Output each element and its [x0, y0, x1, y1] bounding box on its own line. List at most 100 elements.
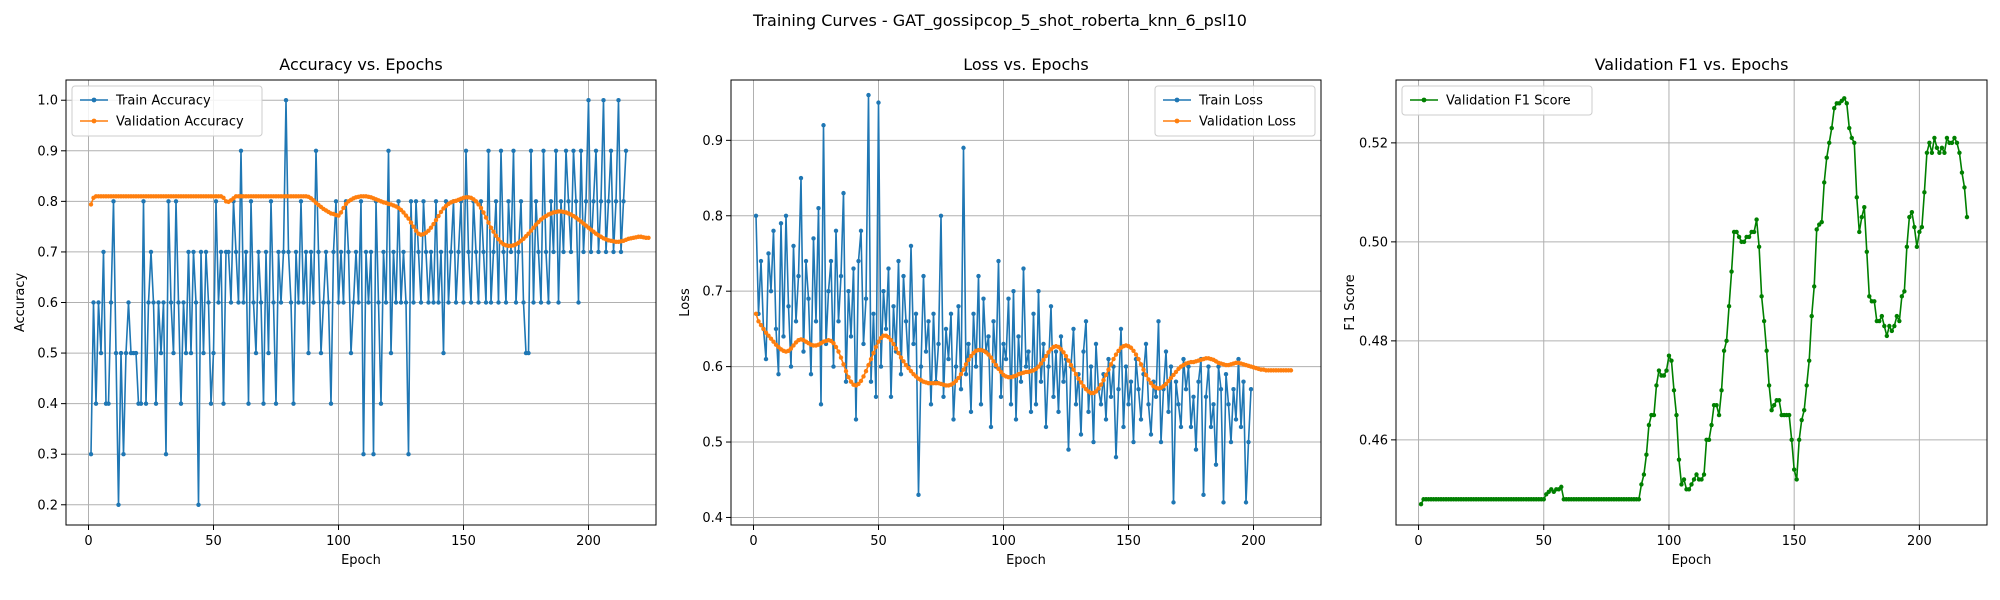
data-point	[871, 311, 876, 317]
data-point	[1038, 379, 1044, 384]
data-point	[753, 311, 759, 317]
data-point	[776, 371, 781, 377]
data-point	[333, 199, 339, 204]
data-point	[988, 424, 994, 430]
data-point	[428, 225, 434, 230]
y-tick-label: 0.50	[1359, 235, 1388, 250]
data-point	[961, 145, 966, 151]
data-point	[1796, 437, 1802, 443]
data-point	[1832, 106, 1837, 111]
data-point	[433, 217, 439, 223]
data-point	[761, 326, 766, 332]
y-tick-label: 0.4	[702, 511, 723, 526]
subplot-title: Accuracy vs. Epochs	[279, 55, 442, 74]
data-point	[126, 300, 131, 305]
data-point	[1243, 500, 1249, 505]
data-point	[1128, 345, 1134, 350]
data-point	[773, 326, 779, 332]
data-point	[398, 300, 404, 305]
data-point	[786, 304, 791, 309]
data-point	[963, 371, 969, 377]
data-point	[1694, 472, 1699, 477]
data-point	[778, 221, 784, 226]
data-point	[246, 401, 251, 406]
data-point	[1038, 361, 1044, 366]
legend-label: Validation Loss	[1199, 115, 1296, 130]
data-point	[286, 249, 291, 255]
data-point	[1922, 190, 1927, 195]
data-point	[1236, 356, 1241, 362]
data-point	[928, 402, 934, 407]
data-point	[243, 249, 249, 255]
data-point	[1917, 229, 1922, 235]
data-point	[1223, 371, 1229, 377]
data-point	[1721, 348, 1727, 353]
data-point	[1418, 502, 1424, 507]
data-point	[978, 402, 984, 407]
data-point	[1904, 244, 1910, 250]
data-point	[341, 205, 346, 211]
data-point	[1716, 412, 1722, 418]
data-point	[953, 378, 959, 384]
data-point	[966, 341, 971, 347]
data-point	[1171, 372, 1176, 378]
data-point	[1932, 135, 1937, 141]
data-point	[1937, 150, 1942, 155]
data-point	[1146, 402, 1151, 407]
data-point	[166, 199, 171, 204]
data-point	[1018, 379, 1024, 384]
data-point	[1894, 313, 1900, 319]
data-point	[298, 199, 304, 204]
data-point	[491, 229, 496, 234]
data-point	[153, 401, 159, 406]
data-point	[1651, 412, 1657, 418]
x-tick-label: 150	[1782, 534, 1807, 549]
data-point	[1559, 484, 1564, 490]
data-point	[401, 249, 406, 255]
data-point	[856, 381, 861, 387]
data-point	[1872, 299, 1877, 304]
data-point	[1036, 288, 1041, 294]
data-point	[408, 199, 414, 204]
data-point	[793, 319, 799, 324]
data-point	[183, 350, 189, 356]
data-point	[428, 249, 434, 255]
data-point	[1824, 155, 1829, 160]
data-point	[1013, 417, 1019, 422]
data-point	[1907, 214, 1912, 220]
x-tick-label: 100	[1657, 534, 1682, 549]
data-point	[91, 300, 96, 305]
series-validation-f1-score	[1418, 96, 1970, 507]
data-point	[758, 322, 764, 328]
data-point	[956, 304, 961, 309]
data-point	[991, 359, 996, 364]
data-point	[138, 401, 144, 406]
data-point	[608, 148, 614, 153]
data-point	[358, 199, 364, 204]
data-point	[1829, 125, 1834, 131]
data-point	[573, 199, 579, 204]
data-point	[908, 243, 914, 249]
y-tick-label: 0.9	[702, 134, 723, 149]
data-point	[1181, 356, 1186, 362]
data-point	[1138, 417, 1144, 422]
data-point	[321, 300, 326, 305]
data-point	[1882, 323, 1887, 329]
legend: Train Loss Validation Loss	[1154, 85, 1316, 137]
data-point	[1791, 467, 1797, 472]
data-point	[198, 249, 204, 255]
data-point	[1086, 409, 1091, 415]
data-point	[591, 199, 596, 204]
data-point	[941, 394, 946, 399]
data-point	[1098, 382, 1104, 387]
x-tick-label: 0	[1414, 534, 1422, 549]
data-point	[431, 300, 436, 305]
data-point	[1101, 377, 1106, 383]
data-point	[481, 210, 486, 215]
data-point	[311, 300, 316, 305]
data-point	[1041, 357, 1046, 363]
data-point	[863, 296, 869, 301]
data-point	[993, 362, 999, 368]
data-point	[526, 231, 531, 236]
